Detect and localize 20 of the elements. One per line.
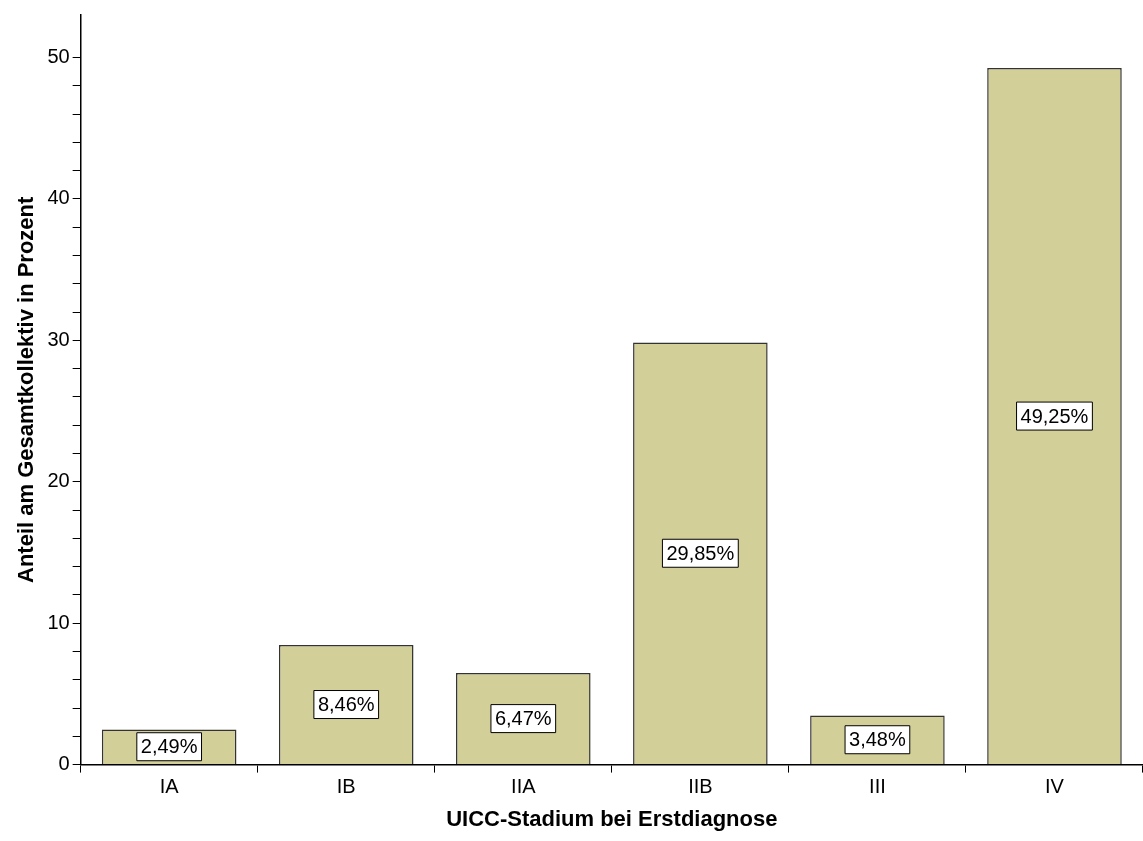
x-axis-title: UICC-Stadium bei Erstdiagnose [446, 805, 778, 831]
y-tick-label: 50 [47, 44, 70, 67]
y-tick-label: 10 [47, 610, 70, 633]
data-label: 6,47% [494, 707, 552, 730]
y-tick-label: 20 [47, 469, 70, 492]
data-label: 3,48% [849, 728, 906, 751]
y-tick-label: 0 [58, 752, 70, 775]
y-tick-label: 40 [47, 186, 70, 209]
x-tick-label: IIA [511, 775, 537, 798]
x-tick-label: IV [1045, 775, 1065, 798]
data-label: 29,85% [666, 541, 735, 564]
data-label: 2,49% [140, 735, 198, 758]
y-tick-label: 30 [47, 327, 70, 350]
x-tick-label: IA [159, 775, 180, 798]
y-axis-title: Anteil am Gesamtkollektiv in Prozent [13, 195, 39, 583]
x-tick-label: IB [336, 775, 356, 798]
x-tick-label: IIB [688, 775, 713, 798]
data-label: 49,25% [1020, 404, 1089, 427]
x-tick-label: III [869, 775, 886, 798]
data-label: 8,46% [317, 693, 375, 716]
